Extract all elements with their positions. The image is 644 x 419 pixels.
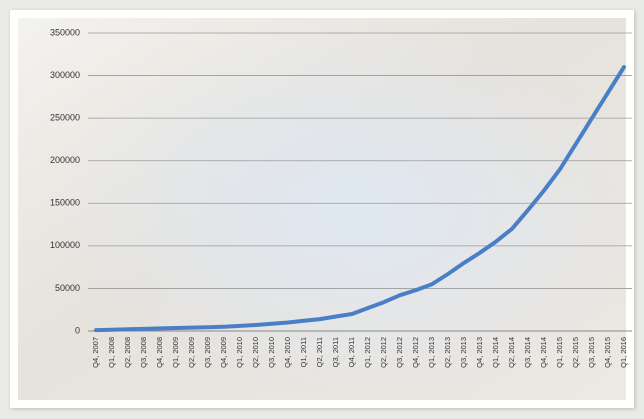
x-tick-label: Q3, 2015 [587, 337, 596, 368]
x-tick-label: Q1, 2009 [171, 337, 180, 368]
x-tick-label: Q2, 2009 [187, 337, 196, 368]
x-tick-label: Q4, 2011 [347, 337, 356, 367]
x-tick-label: Q3, 2009 [203, 337, 212, 368]
x-tick-label: Q1, 2010 [235, 337, 244, 368]
x-tick-label: Q4, 2014 [539, 337, 548, 368]
x-tick-label: Q3, 2008 [139, 337, 148, 368]
y-tick-label: 250000 [50, 113, 80, 123]
x-tick-label: Q1, 2016 [619, 337, 628, 368]
x-tick-label: Q2, 2014 [507, 337, 516, 368]
y-tick-label: 50000 [55, 283, 80, 293]
x-tick-label: Q4, 2009 [219, 337, 228, 368]
x-tick-label: Q2, 2012 [379, 337, 388, 368]
x-tick-label: Q4, 2007 [91, 337, 100, 368]
x-tick-label: Q2, 2010 [251, 337, 260, 368]
x-tick-label: Q1, 2011 [299, 337, 308, 367]
background-glow [18, 18, 626, 400]
x-tick-label: Q4, 2010 [283, 337, 292, 368]
x-tick-label: Q2, 2015 [571, 337, 580, 368]
y-tick-label: 100000 [50, 240, 80, 250]
x-tick-label: Q2, 2011 [315, 337, 324, 367]
y-tick-label: 150000 [50, 198, 80, 208]
x-tick-label: Q3, 2011 [331, 337, 340, 367]
data-line [94, 65, 626, 333]
x-tick-label: Q4, 2012 [411, 337, 420, 368]
x-tick-label: Q1, 2015 [555, 337, 564, 368]
y-tick-label: 300000 [50, 70, 80, 80]
y-tick-label: 350000 [50, 27, 80, 37]
x-tick-label: Q3, 2010 [267, 337, 276, 368]
y-tick-label: 0 [75, 325, 80, 335]
y-tick-label: 200000 [50, 155, 80, 165]
x-tick-label: Q3, 2013 [459, 337, 468, 368]
x-tick-label: Q2, 2013 [443, 337, 452, 368]
x-tick-label: Q4, 2013 [475, 337, 484, 368]
x-tick-label: Q1, 2014 [491, 337, 500, 368]
x-tick-label: Q3, 2012 [395, 337, 404, 368]
x-tick-label: Q1, 2012 [363, 337, 372, 368]
x-tick-label: Q1, 2008 [107, 337, 116, 368]
x-tick-label: Q2, 2008 [123, 337, 132, 368]
x-tick-label: Q4, 2015 [603, 337, 612, 368]
x-tick-label: Q3, 2014 [523, 337, 532, 368]
x-tick-label: Q4, 2008 [155, 337, 164, 368]
x-tick-label: Q1, 2013 [427, 337, 436, 368]
